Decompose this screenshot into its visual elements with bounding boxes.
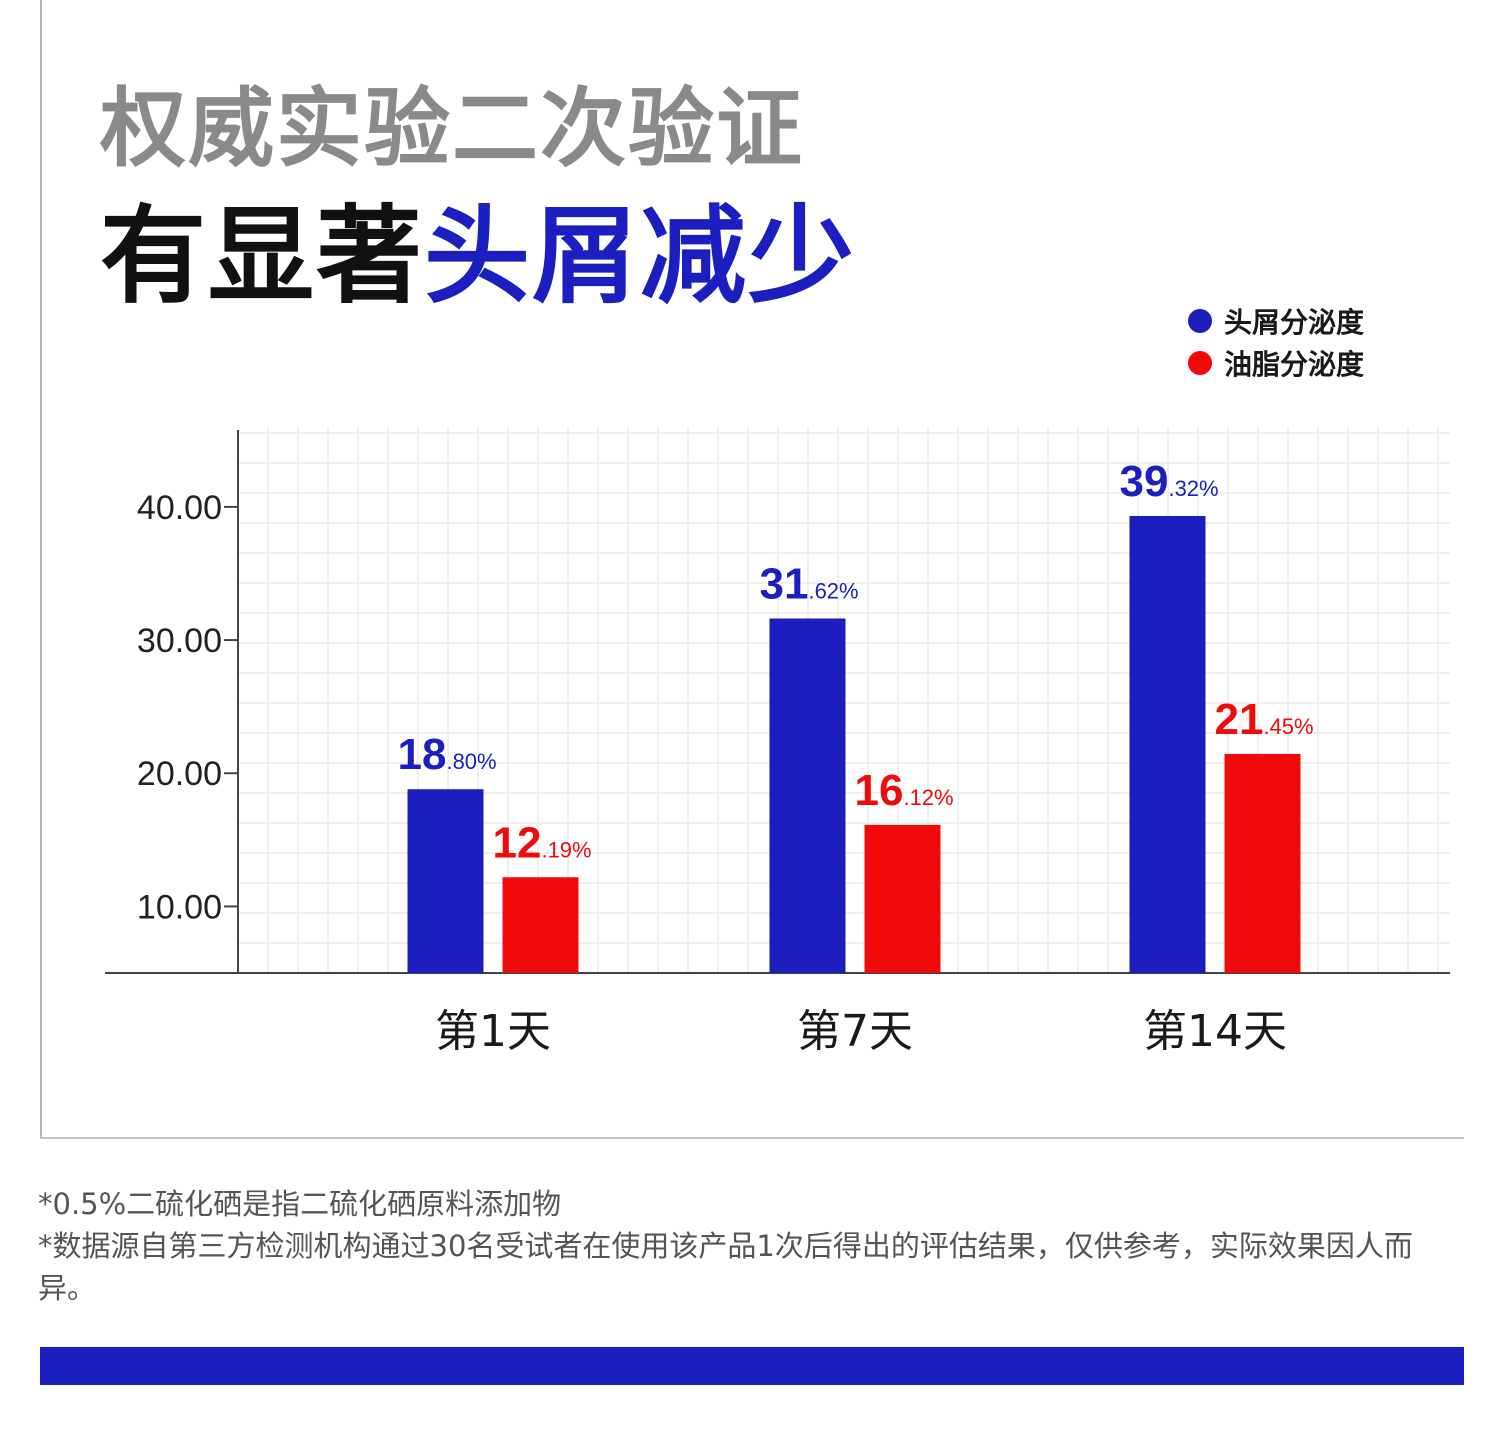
data-label: 39.32%	[1120, 457, 1219, 506]
footnote-1: *0.5%二硫化硒是指二硫化硒原料添加物	[38, 1187, 562, 1221]
x-category-label: 第7天	[797, 1006, 913, 1057]
y-tick-label: 10.00	[137, 888, 222, 926]
bar-dandruff	[769, 618, 846, 973]
footnote-2: *数据源自第三方检测机构通过30名受试者在使用该产品1次后得出的评估结果，仅供参…	[38, 1229, 1413, 1305]
legend-dot-dandruff	[1188, 309, 1212, 333]
y-tick-label: 30.00	[137, 622, 222, 660]
x-category-label: 第14天	[1143, 1006, 1287, 1057]
footnotes: *0.5%二硫化硒是指二硫化硒原料添加物 *数据源自第三方检测机构通过30名受试…	[38, 1183, 1468, 1309]
title-prefix: 有显著	[100, 195, 424, 318]
page-subtitle: 权威实验二次验证	[100, 79, 804, 179]
y-tick-label: 20.00	[137, 755, 222, 793]
page-title: 有显著头屑减少	[100, 196, 856, 318]
legend-label-oil: 油脂分泌度	[1224, 348, 1365, 381]
data-label: 12.19%	[493, 818, 592, 867]
legend-label-dandruff: 头屑分泌度	[1224, 306, 1365, 339]
data-label: 21.45%	[1215, 695, 1314, 744]
data-label: 31.62%	[760, 559, 859, 608]
legend-dot-oil	[1188, 351, 1212, 375]
title-accent: 头屑减少	[424, 195, 856, 318]
y-tick-label: 40.00	[137, 489, 222, 527]
x-category-label: 第1天	[435, 1006, 551, 1057]
bar-dandruff	[1129, 515, 1206, 973]
frame-divider	[40, 1137, 1464, 1139]
data-label: 16.12%	[855, 766, 954, 815]
frame-left-border	[40, 0, 42, 1138]
chart-legend: 头屑分泌度 油脂分泌度	[1188, 300, 1364, 384]
bar-dandruff	[407, 789, 484, 973]
legend-item-oil: 油脂分泌度	[1188, 342, 1364, 384]
data-label: 18.80%	[398, 730, 497, 779]
bar-oil	[864, 824, 941, 973]
bar-chart: 10.00 20.00 30.00 40.00 18.80% 12.19% 第1天 31.62…	[105, 427, 1450, 1057]
bar-oil	[1224, 753, 1301, 973]
bottom-band	[40, 1347, 1464, 1385]
legend-item-dandruff: 头屑分泌度	[1188, 300, 1364, 342]
bar-oil	[502, 877, 579, 973]
